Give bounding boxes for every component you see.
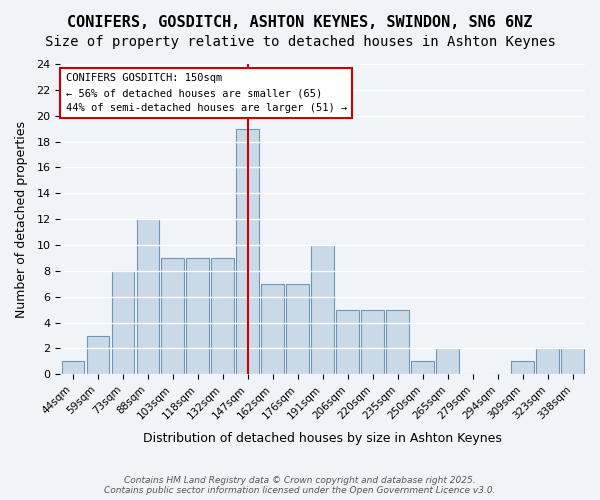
Bar	[386, 310, 409, 374]
Bar	[236, 128, 259, 374]
Bar	[62, 362, 84, 374]
X-axis label: Distribution of detached houses by size in Ashton Keynes: Distribution of detached houses by size …	[143, 432, 502, 445]
Bar	[137, 219, 159, 374]
Bar	[286, 284, 309, 374]
Text: Contains HM Land Registry data © Crown copyright and database right 2025.
Contai: Contains HM Land Registry data © Crown c…	[104, 476, 496, 495]
Bar	[536, 348, 559, 374]
Bar	[262, 284, 284, 374]
Text: CONIFERS GOSDITCH: 150sqm
← 56% of detached houses are smaller (65)
44% of semi-: CONIFERS GOSDITCH: 150sqm ← 56% of detac…	[65, 74, 347, 113]
Bar	[86, 336, 109, 374]
Bar	[311, 245, 334, 374]
Bar	[187, 258, 209, 374]
Text: CONIFERS, GOSDITCH, ASHTON KEYNES, SWINDON, SN6 6NZ: CONIFERS, GOSDITCH, ASHTON KEYNES, SWIND…	[67, 15, 533, 30]
Y-axis label: Number of detached properties: Number of detached properties	[15, 120, 28, 318]
Text: Size of property relative to detached houses in Ashton Keynes: Size of property relative to detached ho…	[44, 35, 556, 49]
Bar	[211, 258, 234, 374]
Bar	[412, 362, 434, 374]
Bar	[561, 348, 584, 374]
Bar	[112, 271, 134, 374]
Bar	[361, 310, 384, 374]
Bar	[337, 310, 359, 374]
Bar	[436, 348, 459, 374]
Bar	[161, 258, 184, 374]
Bar	[511, 362, 534, 374]
